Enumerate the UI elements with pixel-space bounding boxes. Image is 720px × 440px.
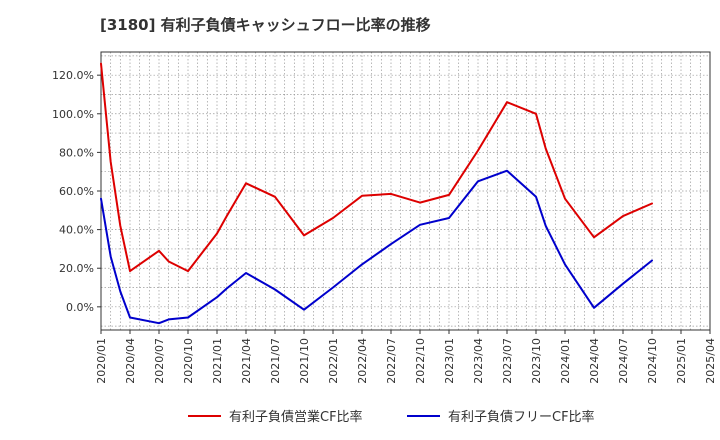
- x-tick-label: 2024/10: [646, 338, 659, 384]
- x-tick-label: 2024/07: [617, 338, 630, 384]
- x-tick-label: 2022/01: [327, 338, 340, 384]
- y-tick-label: 0.0%: [66, 301, 94, 314]
- series-line-1: [100, 62, 653, 273]
- x-tick-label: 2021/04: [240, 338, 253, 384]
- legend: 有利子負債営業CF比率 有利子負債フリーCF比率: [188, 409, 595, 425]
- x-tick-label: 2025/04: [704, 338, 717, 384]
- y-tick-label: 40.0%: [59, 224, 94, 237]
- x-tick-label: 2020/04: [124, 338, 137, 384]
- x-tick-label: 2023/01: [443, 338, 456, 384]
- x-tick-label: 2023/10: [530, 338, 543, 384]
- x-tick-label: 2021/01: [211, 338, 224, 384]
- grid: [100, 52, 711, 330]
- x-tick-label: 2022/07: [385, 338, 398, 384]
- x-tick-label: 2023/07: [501, 338, 514, 384]
- x-tick-label: 2022/10: [414, 338, 427, 384]
- x-tick-label: 2023/04: [472, 338, 485, 384]
- y-axis: 0.0% 20.0% 40.0% 60.0% 80.0% 100.0% 120.0%: [52, 69, 101, 314]
- x-tick-label: 2021/10: [298, 338, 311, 384]
- legend-label-2: 有利子負債フリーCF比率: [448, 409, 595, 425]
- x-tick-label: 2022/04: [356, 338, 369, 384]
- y-tick-label: 60.0%: [59, 185, 94, 198]
- chart-title: [3180] 有利子負債キャッシュフロー比率の推移: [100, 16, 431, 34]
- y-tick-label: 80.0%: [59, 146, 94, 159]
- series: [100, 62, 653, 325]
- x-tick-label: 2020/01: [95, 338, 108, 384]
- x-tick-label: 2021/07: [269, 338, 282, 384]
- x-tick-label: 2020/10: [182, 338, 195, 384]
- x-tick-label: 2025/01: [675, 338, 688, 384]
- y-tick-label: 20.0%: [59, 262, 94, 275]
- x-tick-label: 2024/01: [559, 338, 572, 384]
- y-tick-label: 100.0%: [52, 108, 94, 121]
- legend-label-1: 有利子負債営業CF比率: [229, 409, 363, 425]
- x-axis: 2020/01 2020/04 2020/07 2020/10 2021/01 2021/…: [95, 330, 717, 384]
- x-tick-label: 2024/04: [588, 338, 601, 384]
- x-tick-label: 2020/07: [153, 338, 166, 384]
- y-tick-label: 120.0%: [52, 69, 94, 82]
- series-line-2: [100, 169, 653, 325]
